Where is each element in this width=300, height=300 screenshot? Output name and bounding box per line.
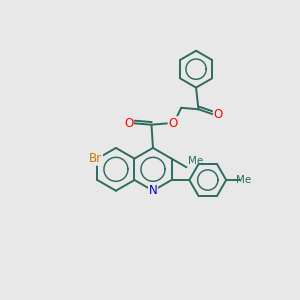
Text: O: O bbox=[213, 108, 223, 121]
Text: O: O bbox=[124, 117, 133, 130]
Text: Me: Me bbox=[188, 156, 203, 166]
Text: N: N bbox=[148, 184, 157, 197]
Text: O: O bbox=[168, 117, 178, 130]
Text: Me: Me bbox=[236, 175, 252, 185]
Text: Br: Br bbox=[89, 152, 102, 165]
